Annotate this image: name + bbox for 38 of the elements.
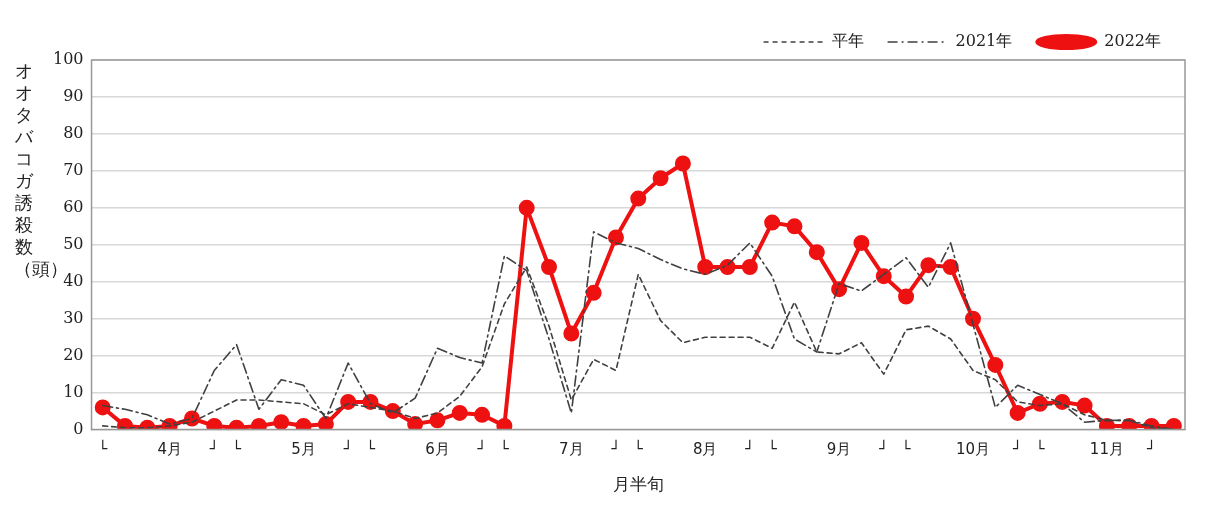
x-tick-label: 11月	[1089, 440, 1124, 459]
x-tick-label: └	[232, 439, 243, 459]
x-tick-label: └	[499, 439, 510, 459]
x-tick-label: 6月	[425, 440, 450, 459]
x-tick-label: ┘	[1146, 439, 1157, 459]
x-tick-label: 8月	[692, 440, 718, 459]
x-tick-label: 5月	[291, 440, 316, 459]
y-tick-label: 10	[63, 381, 84, 401]
y-tick-label: 50	[63, 233, 84, 253]
x-tick-label: └	[633, 439, 644, 459]
x-tick-label: ┘	[342, 439, 353, 459]
y-tick-label: 30	[63, 307, 84, 327]
y-tick-label: 100	[52, 49, 84, 69]
x-tick-label: 4月	[157, 440, 182, 459]
x-tick-label: 9月	[826, 440, 852, 459]
x-axis-title: 月半旬	[612, 474, 664, 495]
y-tick-label: 20	[63, 344, 84, 364]
legend-label: 2021年	[955, 31, 1013, 51]
x-tick-label: ┘	[878, 439, 889, 459]
x-tick-label: └	[365, 439, 376, 459]
x-tick-label: ┘	[744, 439, 755, 459]
x-tick-label: ┘	[610, 439, 621, 459]
x-tick-label: ┘	[476, 439, 487, 459]
x-tick-label: └	[767, 439, 778, 459]
legend-label: 2022年	[1104, 31, 1161, 51]
y-tick-label: 70	[63, 160, 84, 180]
x-tick-label: └	[98, 439, 109, 459]
x-tick-label: 10月	[955, 440, 991, 459]
y-tick-label: 60	[63, 197, 84, 216]
x-tick-label: └	[901, 439, 912, 459]
x-tick-label: └	[1035, 439, 1046, 459]
x-tick-label: ┘	[208, 439, 219, 459]
x-tick-label: ┘	[1012, 439, 1023, 459]
legend-label: 平年	[831, 31, 864, 51]
y-tick-label: 80	[63, 123, 84, 143]
x-tick-label: 7月	[559, 440, 584, 459]
y-tick-label: 0	[73, 418, 84, 438]
y-tick-label: 90	[63, 86, 84, 106]
